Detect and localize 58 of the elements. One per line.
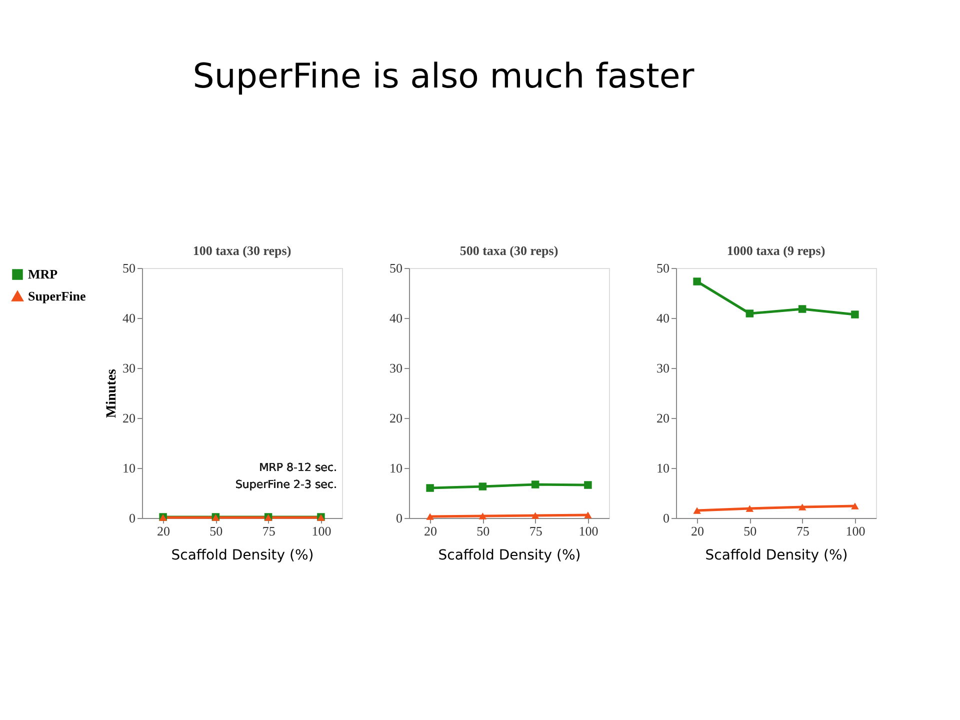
y-tick-label: 0	[129, 510, 136, 526]
y-tick-label: 40	[390, 310, 402, 326]
point	[531, 480, 540, 488]
y-tick-label: 40	[122, 310, 136, 326]
y-tick-label: 30	[656, 360, 670, 376]
y-tick-label: 20	[390, 410, 402, 426]
y-tick-label: 20	[656, 410, 670, 426]
y-tick-label: 10	[122, 460, 136, 476]
point	[798, 504, 806, 510]
point	[531, 512, 540, 519]
text: SuperFine is also much faster	[192, 56, 694, 96]
x-axis-title: Scaffold Density (%)	[705, 548, 848, 564]
x-tick-label: 50	[476, 524, 490, 538]
chart-title: 500 taxa (30 reps)	[460, 243, 558, 258]
point	[584, 481, 592, 489]
x-tick-label: 75	[796, 524, 810, 538]
point	[478, 512, 487, 520]
legend-label: SuperFine	[28, 288, 86, 304]
x-tick-label: 20	[157, 524, 170, 538]
annotation: MRP 8-12 sec.	[259, 461, 337, 474]
annotation: SuperFine 2-3 sec.	[235, 478, 337, 491]
x-tick-label: 100	[578, 524, 598, 538]
point	[851, 310, 859, 318]
point	[798, 305, 806, 313]
point	[851, 502, 859, 510]
point	[426, 484, 434, 492]
y-tick-label: 50	[656, 260, 670, 276]
legend-label: MRP	[28, 266, 58, 282]
point	[426, 513, 434, 520]
x-axis-title: Scaffold Density (%)	[438, 548, 581, 564]
y-tick-label: 10	[390, 460, 402, 476]
y-tick-label: 30	[122, 360, 136, 376]
x-tick-label: 50	[210, 524, 223, 538]
point	[746, 310, 754, 318]
y-tick-label: 30	[390, 360, 402, 376]
x-tick-label: 75	[529, 524, 542, 538]
y-tick-label: 50	[390, 260, 402, 276]
y-tick-label: 0	[663, 510, 670, 526]
point	[584, 512, 592, 518]
x-axis-title: Scaffold Density (%)	[171, 548, 314, 564]
x-tick-label: 50	[744, 524, 757, 538]
point	[746, 505, 754, 512]
chart-title: 100 taxa (30 reps)	[192, 243, 292, 258]
chart-title: 1000 taxa (9 reps)	[726, 243, 826, 258]
y-axis-title: Minutes	[104, 368, 120, 418]
y-tick-label: 0	[396, 510, 402, 526]
y-tick-label: 50	[122, 260, 136, 276]
point	[478, 482, 487, 490]
y-tick-label: 10	[656, 460, 670, 476]
x-tick-label: 100	[312, 524, 332, 538]
point	[693, 278, 701, 286]
y-tick-label: 40	[656, 310, 670, 326]
x-tick-label: 20	[424, 524, 438, 538]
x-tick-label: 75	[262, 524, 276, 538]
y-tick-label: 20	[122, 410, 136, 426]
x-tick-label: 20	[691, 524, 704, 538]
x-tick-label: 100	[846, 524, 866, 538]
point	[693, 507, 701, 514]
